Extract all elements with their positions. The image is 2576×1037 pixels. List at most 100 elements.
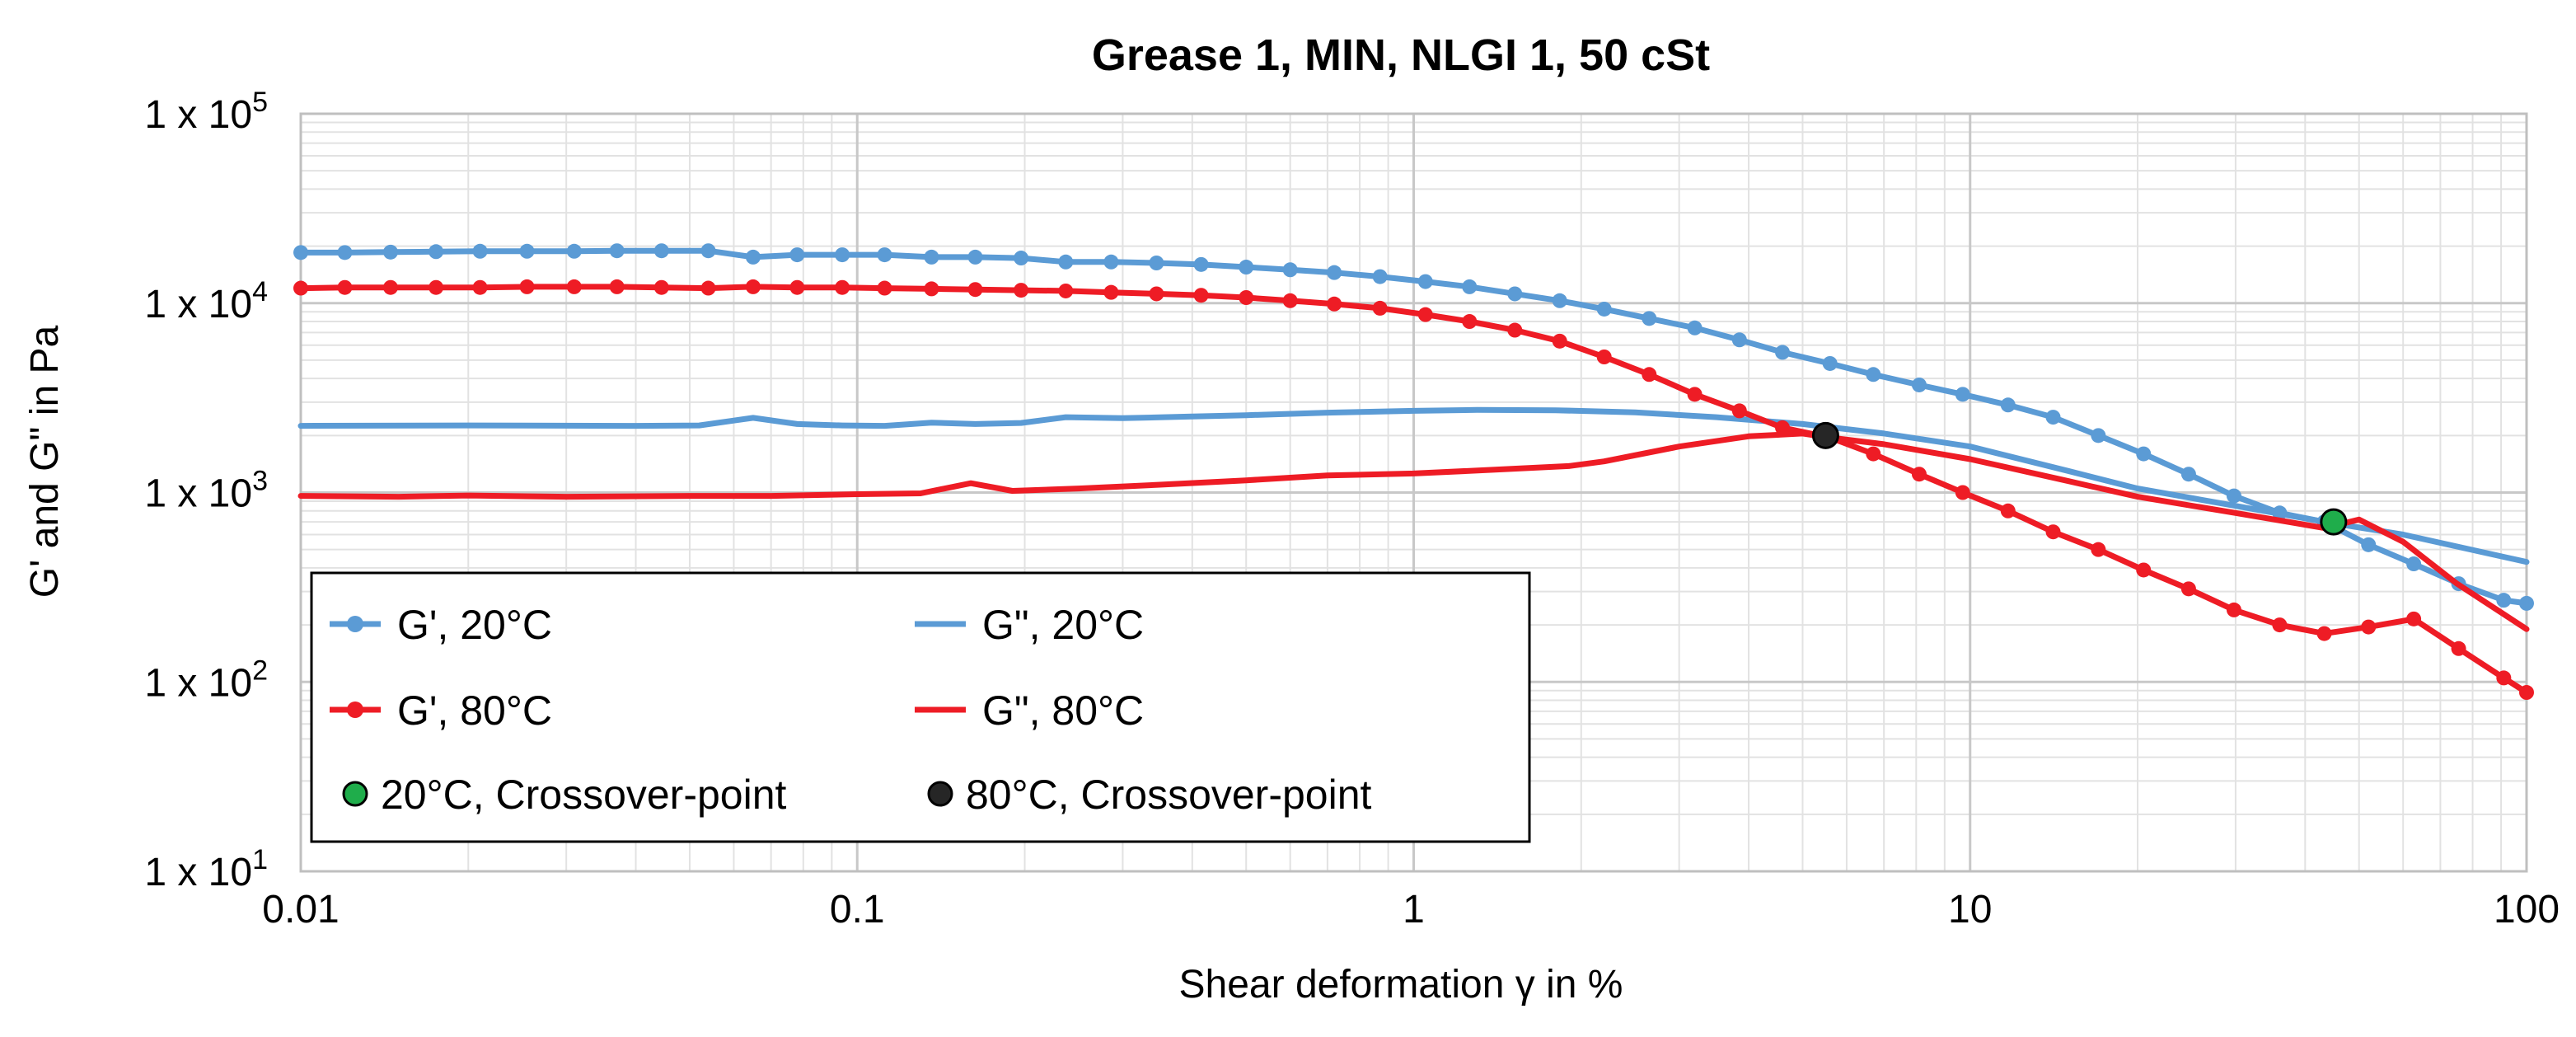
series-marker-0 (1731, 332, 1747, 348)
crossover-points (1811, 421, 2348, 536)
crossover-point-1 (1811, 421, 1839, 449)
series-marker-2 (2045, 524, 2061, 540)
series-marker-0 (609, 243, 625, 259)
series-marker-2 (745, 279, 761, 294)
series-marker-2 (1596, 349, 1612, 364)
series-marker-0 (1282, 262, 1298, 278)
series-marker-2 (2180, 581, 2196, 597)
y-tick-label: 1 x 103 (144, 466, 268, 516)
y-tick-label: 1 x 104 (144, 276, 268, 326)
series-marker-0 (700, 243, 716, 259)
legend: G', 20°C G", 20°C G', 80°C G", 80°C 20°C, Cr… (310, 571, 1531, 843)
series-marker-2 (1866, 446, 1881, 462)
series-marker-0 (1955, 387, 1970, 402)
series-marker-0 (1642, 311, 1657, 326)
series-marker-0 (1327, 265, 1342, 280)
series-marker-0 (1103, 254, 1119, 270)
series-marker-2 (835, 279, 850, 295)
series-marker-2 (2316, 626, 2332, 641)
series-marker-0 (745, 249, 761, 265)
legend-label-3: G", 80°C (982, 687, 1144, 734)
series-marker-2 (1507, 322, 1523, 338)
series-marker-0 (1014, 251, 1029, 266)
series-marker-0 (2226, 488, 2241, 504)
legend-label-0: G', 20°C (397, 602, 552, 648)
legend-dot-4 (342, 781, 368, 807)
x-tick-label: 10 (1948, 888, 1992, 931)
x-tick-label: 100 (2494, 888, 2560, 931)
series-marker-0 (1687, 320, 1703, 336)
series-marker-2 (967, 282, 983, 298)
series-marker-0 (1462, 279, 1478, 294)
series-marker-2 (519, 279, 535, 294)
series-marker-2 (2226, 602, 2241, 617)
series-marker-0 (924, 249, 939, 265)
series-marker-0 (1417, 274, 1433, 289)
series-marker-2 (2519, 685, 2534, 701)
series-marker-0 (429, 244, 444, 260)
series-marker-2 (382, 279, 398, 295)
series-marker-2 (1372, 300, 1388, 316)
series-marker-0 (1866, 367, 1881, 382)
legend-label-1: G", 20°C (982, 602, 1144, 648)
series-marker-0 (1552, 293, 1567, 308)
series-marker-2 (1775, 420, 1791, 435)
series-marker-0 (1775, 345, 1791, 360)
series-marker-2 (1417, 307, 1433, 322)
series-line-1 (297, 406, 2530, 565)
grid (299, 112, 2528, 873)
series-marker-0 (519, 243, 535, 259)
series-marker-0 (2180, 467, 2196, 482)
legend-marker-2 (347, 702, 363, 718)
series-marker-2 (700, 280, 716, 296)
series-marker-0 (1239, 260, 1254, 275)
series-marker-0 (2000, 397, 2016, 413)
series-marker-2 (429, 279, 444, 295)
y-tick-label: 1 x 105 (144, 87, 268, 137)
y-axis-label: G' and G" in Pa (23, 326, 67, 598)
series-marker-2 (1282, 293, 1298, 308)
legend-label-5: 80°C, Crossover-point (966, 772, 1372, 818)
series-marker-0 (2406, 556, 2422, 572)
series-marker-0 (2519, 595, 2534, 611)
series-marker-2 (472, 279, 488, 295)
x-axis-ticks: 0.01 0.1 1 10 100 (262, 888, 2560, 931)
series-marker-2 (2496, 670, 2512, 686)
series-marker-0 (472, 243, 488, 259)
legend-label-2: G', 80°C (397, 687, 552, 734)
series-marker-2 (653, 279, 669, 295)
series-marker-2 (1462, 314, 1478, 330)
series-marker-0 (1822, 355, 1838, 371)
series-marker-2 (2361, 619, 2377, 635)
series-group (293, 243, 2534, 701)
series-marker-2 (1955, 485, 1970, 500)
series-marker-2 (337, 279, 353, 295)
series-marker-2 (2406, 611, 2422, 626)
series-marker-0 (967, 249, 983, 265)
series-marker-2 (2136, 562, 2152, 578)
series-marker-2 (877, 280, 892, 296)
y-tick-label: 1 x 101 (144, 844, 268, 894)
series-marker-0 (2091, 428, 2106, 443)
series-marker-2 (1239, 289, 1254, 305)
series-marker-0 (2361, 537, 2377, 552)
series-marker-2 (1552, 333, 1567, 349)
series-marker-0 (653, 243, 669, 259)
legend-dot-5 (927, 781, 953, 807)
x-axis-label: Shear deformation γ in % (1179, 963, 1623, 1006)
series-marker-0 (337, 245, 353, 260)
plot-area (299, 112, 2528, 873)
x-tick-label: 1 (1403, 888, 1425, 931)
series-marker-0 (1507, 286, 1523, 302)
series-marker-2 (1731, 403, 1747, 419)
series-marker-0 (835, 247, 850, 263)
series-marker-2 (609, 279, 625, 294)
series-marker-0 (1911, 377, 1927, 392)
series-marker-2 (2272, 617, 2288, 633)
series-marker-2 (1911, 467, 1927, 482)
crossover-point-0 (2320, 508, 2348, 536)
series-marker-2 (1014, 283, 1029, 298)
series-line-3 (297, 430, 2530, 632)
series-marker-2 (789, 279, 805, 295)
